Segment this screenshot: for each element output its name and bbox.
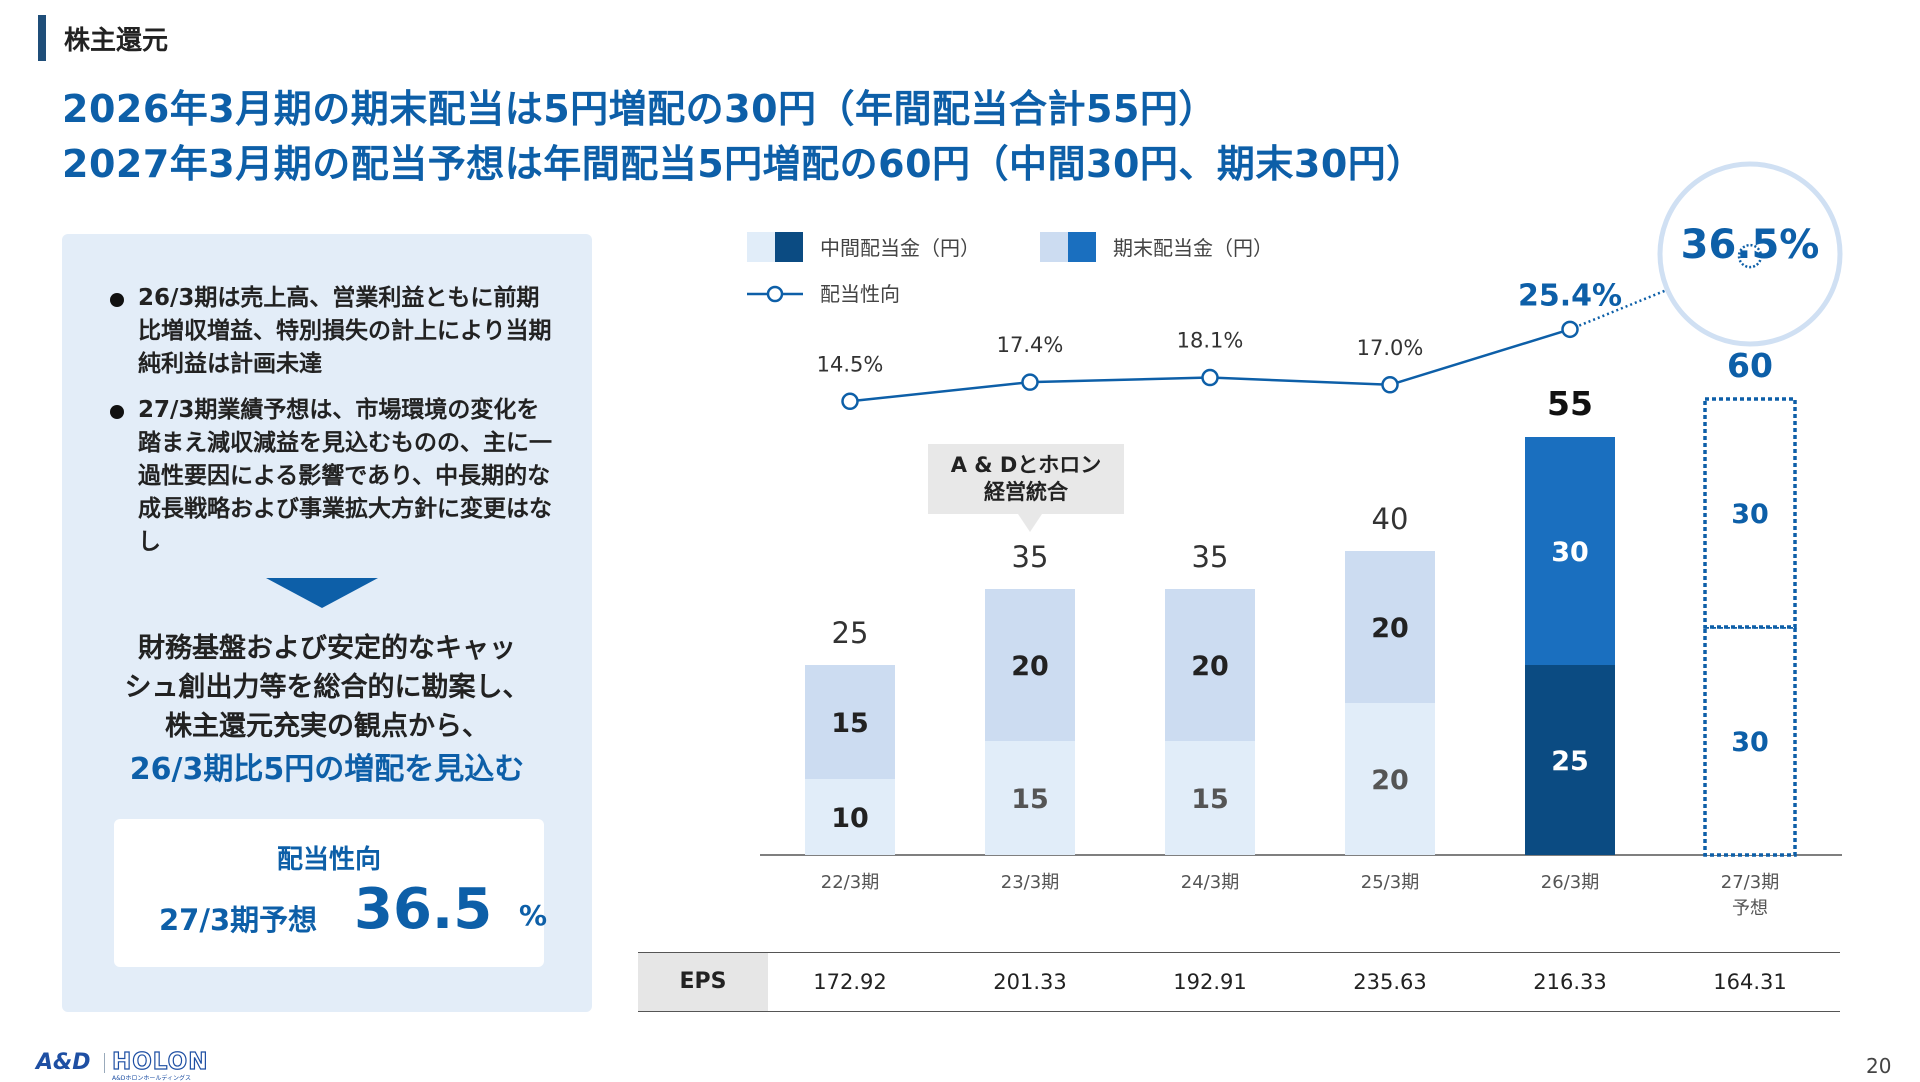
x-tick-label: 25/3期: [1361, 872, 1419, 893]
eps-value: 201.33: [993, 970, 1067, 994]
bar-total-label: 40: [1372, 502, 1409, 536]
eps-value: 172.92: [813, 970, 887, 994]
payout-ratio-marker-forecast: [1737, 243, 1763, 269]
bar-yearend: [1345, 551, 1435, 703]
legend-label-payout: 配当性向: [820, 282, 900, 306]
bar-value-label-yearend: 30: [1731, 499, 1769, 530]
bar-value-label-yearend: 20: [1191, 651, 1229, 682]
legend-swatch-interim-light: [747, 232, 775, 262]
bar-value-label-yearend: 15: [831, 708, 869, 739]
summary-panel: 26/3期は売上高、営業利益ともに前期比増収増益、特別損失の計上により当期純利益…: [62, 234, 592, 1012]
x-tick-label: 24/3期: [1181, 872, 1239, 893]
bar-value-label-yearend: 20: [1371, 613, 1409, 644]
eps-value: 235.63: [1353, 970, 1427, 994]
bullet-dot-icon: [110, 293, 124, 307]
summary-line: 株主還元充実の観点から、: [165, 711, 489, 742]
payout-ratio-label: 17.0%: [1357, 336, 1424, 360]
legend-swatch-yearend-light: [1040, 232, 1068, 262]
bar-total-label: 35: [1012, 540, 1049, 574]
bar-total-label: 25: [832, 616, 869, 650]
bullet-item: 26/3期は売上高、営業利益ともに前期比増収増益、特別損失の計上により当期純利益…: [110, 282, 552, 381]
payout-ratio-marker: [1561, 320, 1579, 339]
payout-ratio-value: 36.5: [354, 877, 493, 942]
bar-value-label-interim: 15: [1011, 784, 1049, 815]
eps-label: EPS: [638, 953, 768, 1011]
payout-ratio-unit: %: [519, 899, 548, 932]
eps-value: 216.33: [1533, 970, 1607, 994]
bar-yearend: [1165, 589, 1255, 741]
x-tick-label: 予想: [1732, 898, 1768, 919]
x-tick-label: 23/3期: [1001, 872, 1059, 893]
payout-ratio-marker: [841, 392, 859, 411]
bullet-text: 27/3期業績予想は、市場環境の変化を踏まえ減収減益を見込むものの、主に一過性要…: [138, 397, 552, 555]
payout-ratio-marker: [1021, 373, 1039, 391]
bar-interim: [1165, 741, 1255, 855]
payout-ratio-marker: [1201, 368, 1219, 387]
bar-value-label-interim: 25: [1551, 746, 1589, 777]
bar-interim: [1525, 665, 1615, 855]
bar-value-label-interim: 15: [1191, 784, 1229, 815]
bar-total-label: 55: [1547, 384, 1593, 423]
annotation-box: [928, 444, 1124, 514]
bar-yearend: [805, 665, 895, 779]
bar-yearend-forecast: [1703, 397, 1797, 629]
payout-ratio-label: 14.5%: [817, 352, 884, 376]
bullet-item: 27/3期業績予想は、市場環境の変化を踏まえ減収減益を見込むものの、主に一過性要…: [110, 394, 552, 559]
bar-value-label-interim: 10: [831, 803, 869, 834]
legend-label-yearend: 期末配当金（円）: [1113, 236, 1273, 260]
bar-value-label-interim: 20: [1371, 765, 1409, 796]
section-label: 株主還元: [64, 26, 169, 56]
payout-ratio-label: 配当性向: [276, 845, 381, 875]
annotation-text: A & Dとホロン: [951, 453, 1102, 477]
x-tick-label: 26/3期: [1541, 872, 1599, 893]
payout-ratio-box: 配当性向 27/3期予想 36.5 %: [114, 819, 548, 967]
bar-total-label: 35: [1192, 540, 1229, 574]
bullet-text: 26/3期は売上高、営業利益ともに前期比増収増益、特別損失の計上により当期純利益…: [138, 285, 552, 377]
legend-swatch-interim-dark: [775, 232, 803, 262]
x-tick-label: 22/3期: [821, 872, 879, 893]
headline-line-2: 2027年3月期の配当予想は年間配当5円増配の60円（中間30円、期末30円）: [62, 142, 1425, 186]
eps-value: 164.31: [1713, 970, 1787, 994]
headline-line-1: 2026年3月期の期末配当は5円増配の30円（年間配当合計55円）: [62, 87, 1217, 131]
bar-yearend: [985, 589, 1075, 741]
payout-ratio-label: 36.5%: [1681, 222, 1820, 268]
legend-label-interim: 中間配当金（円）: [820, 236, 980, 260]
annotation-text: 経営統合: [984, 480, 1069, 504]
bar-total-label: 60: [1727, 346, 1773, 385]
summary-line: 財務基盤および安定的なキャッ: [138, 633, 516, 664]
eps-table: EPS 172.92 201.33 192.91 235.63 216.33 164.31: [638, 952, 1840, 1012]
bar-interim: [985, 741, 1075, 855]
summary-highlight: 26/3期比5円の増配を見込む: [129, 752, 525, 787]
bar-value-label-yearend: 20: [1011, 651, 1049, 682]
bullet-dot-icon: [110, 405, 124, 419]
legend-swatch-yearend-dark: [1068, 232, 1096, 262]
bar-interim: [805, 779, 895, 855]
payout-ratio-label: 17.4%: [997, 333, 1064, 357]
bar-value-label-yearend: 30: [1551, 537, 1589, 568]
bar-yearend: [1525, 437, 1615, 665]
payout-ratio-label: 25.4%: [1518, 278, 1622, 313]
bar-value-label-interim: 30: [1731, 727, 1769, 758]
section-marker: [38, 15, 46, 61]
down-arrow-icon: [266, 578, 378, 608]
legend-marker-payout: [766, 285, 784, 303]
payout-ratio-marker: [1381, 376, 1399, 394]
logo-ad: A&D: [36, 1050, 91, 1075]
logo-holon: HOLON: [111, 1048, 209, 1075]
summary-line: シュ創出力等を総合的に勘案し、: [124, 672, 530, 703]
annotation-pointer-icon: [1018, 514, 1042, 532]
eps-value: 192.91: [1173, 970, 1247, 994]
page-number: 20: [1866, 1054, 1892, 1078]
payout-ratio-label: 18.1%: [1177, 329, 1244, 353]
logo-subtitle: A&Dホロンホールディングス: [112, 1075, 191, 1082]
logo-divider: [104, 1053, 105, 1073]
bar-interim: [1345, 703, 1435, 855]
x-tick-label: 27/3期: [1721, 872, 1779, 893]
payout-ratio-period: 27/3期予想: [159, 903, 318, 937]
